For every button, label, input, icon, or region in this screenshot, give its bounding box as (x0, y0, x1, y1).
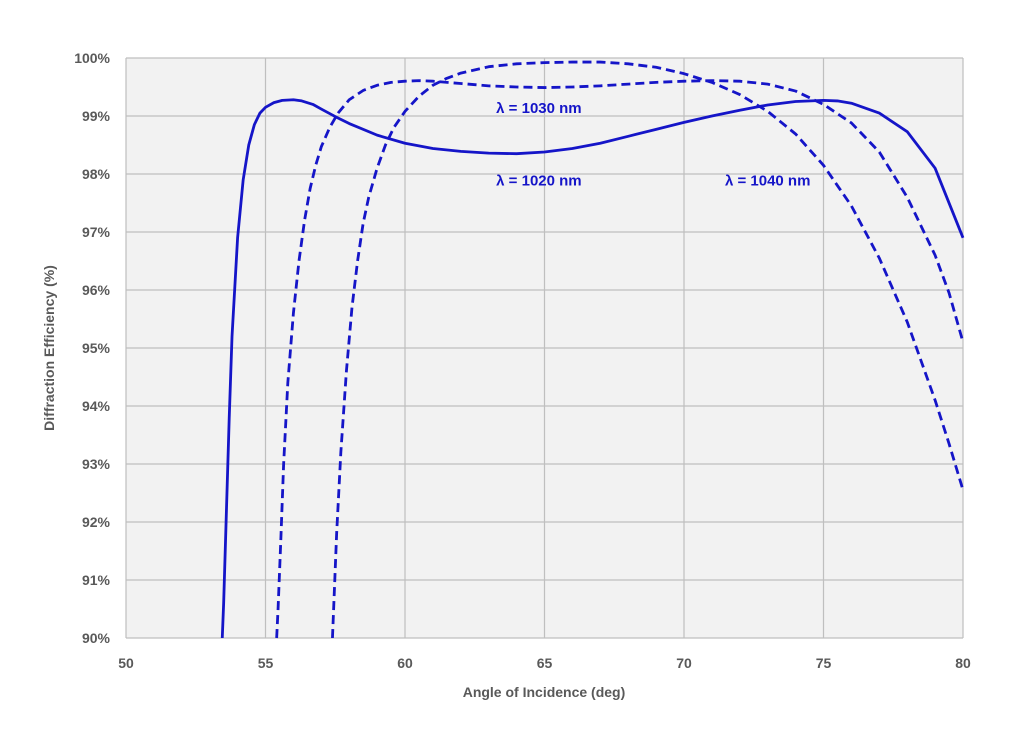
y-tick-label: 91% (82, 572, 111, 588)
series-line-2 (275, 79, 965, 639)
y-tick-label: 94% (82, 398, 111, 414)
x-tick-label: 80 (955, 655, 971, 671)
x-tick-label: 60 (397, 655, 413, 671)
series-line-3 (331, 60, 965, 639)
x-axis-title: Angle of Incidence (deg) (463, 684, 626, 700)
wavelength-label: λ = 1030 nm (496, 100, 581, 117)
x-tick-label: 70 (676, 655, 692, 671)
y-tick-label: 90% (82, 630, 111, 646)
y-tick-label: 93% (82, 456, 111, 472)
x-tick-label: 50 (118, 655, 134, 671)
y-tick-label: 96% (82, 282, 111, 298)
y-tick-label: 92% (82, 514, 111, 530)
annotations: λ = 1030 nm λ = 1020 nm λ = 1040 nm (496, 100, 810, 190)
series-line-1 (220, 98, 965, 639)
y-tick-label: 98% (82, 166, 111, 182)
x-tick-labels: 50 55 60 65 70 75 80 (118, 655, 971, 671)
x-tick-label: 65 (537, 655, 553, 671)
y-tick-label: 95% (82, 340, 111, 356)
wavelength-label: λ = 1040 nm (725, 173, 810, 190)
y-tick-label: 97% (82, 224, 111, 240)
y-tick-labels: 90% 91% 92% 93% 94% 95% 96% 97% 98% 99% 100% (74, 50, 110, 646)
gridlines (125, 57, 964, 639)
y-tick-label: 99% (82, 108, 111, 124)
y-tick-label: 100% (74, 50, 110, 66)
series-layer (220, 60, 965, 639)
x-tick-label: 55 (258, 655, 274, 671)
wavelength-label: λ = 1020 nm (496, 173, 581, 190)
y-axis-title: Diffraction Efficiency (%) (41, 265, 57, 431)
x-tick-label: 75 (816, 655, 832, 671)
